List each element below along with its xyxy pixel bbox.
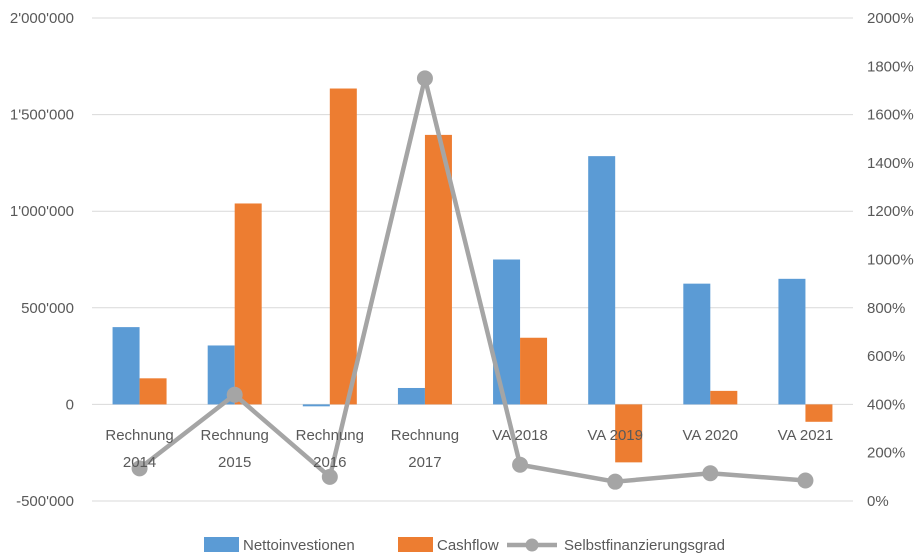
selbstfinanzierungsgrad-point (322, 469, 338, 485)
right-tick-label: 400% (867, 396, 905, 413)
nettoinvestionen-bar (493, 260, 520, 405)
right-tick-label: 600% (867, 348, 905, 365)
cashflow-bar (520, 338, 547, 405)
left-tick-label: 1'500'000 (10, 107, 74, 124)
left-tick-label: 0 (66, 396, 74, 413)
nettoinvestionen-bar (683, 284, 710, 405)
legend-label: Selbstfinanzierungsgrad (564, 537, 725, 554)
category-label: VA 2020 (683, 427, 739, 444)
selbstfinanzierungsgrad-point (797, 472, 813, 488)
category-label: VA 2021 (778, 427, 834, 444)
right-tick-label: 1800% (867, 58, 914, 75)
selbstfinanzierungsgrad-point (227, 387, 243, 403)
legend-swatch (204, 537, 239, 552)
nettoinvestionen-bar (778, 279, 805, 405)
cashflow-bar (235, 203, 262, 404)
right-tick-label: 1200% (867, 203, 914, 220)
category-label: Rechnung 2015 (200, 427, 268, 471)
left-tick-label: 500'000 (21, 300, 74, 317)
category-label: VA 2018 (492, 427, 548, 444)
left-axis: -500'000 0 500'000 1'000'000 1'500'000 2'000'… (10, 10, 74, 510)
left-tick-label: -500'000 (16, 493, 74, 510)
selbstfinanzierungsgrad-point (417, 70, 433, 86)
left-tick-label: 1'000'000 (10, 203, 74, 220)
nettoinvestionen-bar (113, 327, 140, 404)
cashflow-bar (805, 404, 832, 421)
left-tick-label: 2'000'000 (10, 10, 74, 27)
selbstfinanzierungsgrad-point (512, 457, 528, 473)
nettoinvestionen-bar (588, 156, 615, 404)
right-tick-label: 1400% (867, 155, 914, 172)
right-tick-label: 200% (867, 445, 905, 462)
right-tick-label: 2000% (867, 10, 914, 27)
nettoinvestionen-bar (398, 388, 425, 404)
nettoinvestionen-bar (303, 404, 330, 406)
legend-label: Cashflow (437, 537, 499, 554)
right-tick-label: 800% (867, 300, 905, 317)
legend-swatch (398, 537, 433, 552)
cashflow-bar (330, 89, 357, 405)
cashflow-bar (140, 378, 167, 404)
right-tick-label: 1600% (867, 107, 914, 124)
cashflow-bar (710, 391, 737, 405)
right-tick-label: 0% (867, 493, 889, 510)
selbstfinanzierungsgrad-point (702, 465, 718, 481)
right-axis: 0% 200% 400% 600% 800% 1000% 1200% 1400% 1600% 18… (867, 10, 914, 510)
selbstfinanzierungsgrad-point (607, 474, 623, 490)
category-label: VA 2019 (587, 427, 643, 444)
category-label: Rechnung 2017 (391, 427, 459, 471)
legend-marker (526, 539, 539, 552)
legend: Nettoinvestionen Cashflow Selbstfinanzieru… (204, 537, 725, 554)
category-label: Rechnung 2016 (296, 427, 364, 471)
legend-label: Nettoinvestionen (243, 537, 355, 554)
right-tick-label: 1000% (867, 252, 914, 269)
